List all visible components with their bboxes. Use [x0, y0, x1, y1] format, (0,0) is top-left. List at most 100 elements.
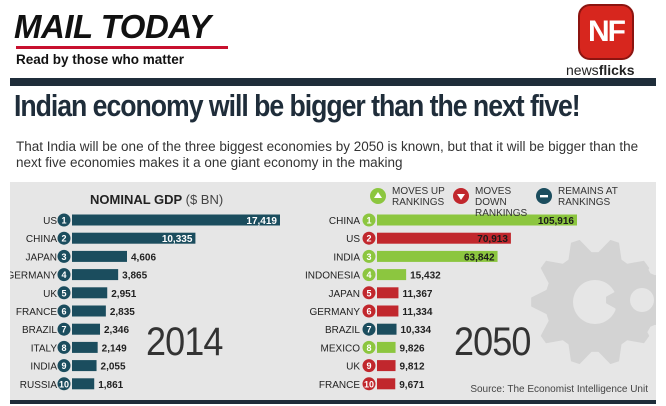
- rank-label: 4: [366, 270, 371, 280]
- year-label-2050: 2050: [454, 320, 531, 364]
- bar-indonesia: [377, 269, 407, 281]
- category-label: BRAZIL: [22, 325, 57, 336]
- gdp-title-text: NOMINAL GDP: [90, 192, 182, 207]
- category-label: CHINA: [329, 216, 360, 227]
- category-label: JAPAN: [329, 289, 361, 300]
- rank-label: 8: [61, 343, 66, 353]
- legend-moves-down: MOVES DOWN RANKINGS: [453, 186, 545, 219]
- rank-label: 7: [366, 325, 371, 335]
- value-label: 2,951: [111, 289, 136, 300]
- rank-label: 5: [366, 288, 371, 298]
- bar-india: [72, 360, 97, 372]
- legend-moves-up: MOVES UP RANKINGS: [370, 186, 462, 208]
- category-label: FRANCE: [319, 380, 360, 391]
- up-arrow-icon: [370, 188, 386, 204]
- tagline: Read by those who matter: [16, 52, 185, 67]
- rank-circle: [362, 286, 376, 300]
- value-label: 1,861: [98, 380, 123, 391]
- rank-circle: [362, 359, 376, 373]
- category-label: CHINA: [26, 234, 57, 245]
- rank-circle: [57, 231, 71, 245]
- value-label: 3,865: [122, 271, 147, 282]
- category-label: GERMANY: [10, 271, 57, 282]
- year-label-2014: 2014: [146, 320, 223, 364]
- category-label: GERMANY: [309, 307, 360, 318]
- category-label: MEXICO: [321, 343, 361, 354]
- rank-label: 3: [61, 252, 66, 262]
- rank-circle: [362, 322, 376, 336]
- category-label: INDIA: [333, 252, 360, 263]
- rank-label: 5: [61, 288, 66, 298]
- headline: Indian economy will be bigger than the n…: [14, 88, 581, 123]
- mail-today-logo: MAIL TODAY: [14, 8, 211, 45]
- brand-light: news: [566, 62, 599, 78]
- bar-france: [72, 305, 106, 317]
- rank-label: 3: [366, 252, 371, 262]
- value-label: 70,913: [477, 234, 508, 245]
- subheadline: That India will be one of the three bigg…: [16, 139, 639, 170]
- category-label: UK: [346, 362, 360, 373]
- bar-us: [72, 214, 280, 226]
- category-label: ITALY: [31, 343, 58, 354]
- rank-circle: [57, 377, 71, 391]
- legend-label: REMAINS AT RANKINGS: [558, 186, 618, 208]
- value-label: 9,671: [399, 380, 424, 391]
- value-label: 2,055: [101, 362, 126, 373]
- category-label: INDONESIA: [305, 271, 360, 282]
- bar-mexico: [377, 341, 396, 353]
- value-label: 105,916: [538, 216, 575, 227]
- rank-circle: [57, 304, 71, 318]
- rank-circle: [57, 359, 71, 373]
- bar-japan: [72, 250, 128, 262]
- gear-icon: [531, 239, 656, 365]
- rank-circle: [57, 249, 71, 263]
- value-label: 4,606: [131, 252, 156, 263]
- rank-circle: [57, 268, 71, 282]
- rank-label: 9: [366, 361, 371, 371]
- category-label: RUSSIA: [20, 380, 58, 391]
- chart-panel: US 1 17,419 CHINA 2 10,335 JAPAN 3 4,606 GERMANY 4…: [10, 182, 656, 400]
- rank-circle: [362, 268, 376, 282]
- rank-label: 4: [61, 270, 66, 280]
- category-label: JAPAN: [26, 252, 58, 263]
- rank-label: 9: [61, 361, 66, 371]
- category-label: FRANCE: [16, 307, 57, 318]
- value-label: 2,149: [102, 343, 127, 354]
- rank-label: 6: [61, 307, 66, 317]
- value-label: 10,334: [401, 325, 432, 336]
- category-label: UK: [43, 289, 57, 300]
- gdp-title: NOMINAL GDP ($ BN): [90, 192, 223, 207]
- value-label: 9,812: [400, 362, 425, 373]
- rank-circle: [362, 249, 376, 263]
- newsflicks-wordmark: newsflicks: [566, 62, 635, 78]
- bar-china: [72, 232, 196, 244]
- rank-circle: [362, 377, 376, 391]
- bar-france: [377, 378, 396, 390]
- value-label: 15,432: [410, 271, 441, 282]
- legend-remains: REMAINS AT RANKINGS: [536, 186, 628, 208]
- value-label: 17,419: [246, 216, 277, 227]
- rank-label: 1: [366, 216, 371, 226]
- dash-icon: [536, 188, 552, 204]
- legend-label: MOVES UP RANKINGS: [392, 186, 445, 208]
- rank-circle: [362, 231, 376, 245]
- category-label: US: [43, 216, 57, 227]
- brand-bold: flicks: [598, 62, 635, 78]
- bar-italy: [72, 341, 98, 353]
- rank-label: 7: [61, 325, 66, 335]
- rank-label: 1: [61, 216, 66, 226]
- gdp-unit: ($ BN): [185, 192, 224, 207]
- rank-circle: [362, 213, 376, 227]
- bar-brazil: [377, 323, 397, 335]
- rank-circle: [362, 304, 376, 318]
- bar-uk: [72, 287, 108, 299]
- bar-germany: [72, 269, 119, 281]
- newsflicks-badge-icon: NF: [578, 4, 634, 60]
- value-label: 9,826: [400, 343, 425, 354]
- down-arrow-icon: [453, 188, 469, 204]
- chart-2014: US 1 17,419 CHINA 2 10,335 JAPAN 3 4,606 GERMANY 4…: [10, 213, 280, 391]
- source-note: Source: The Economist Intelligence Unit: [470, 384, 648, 395]
- rank-circle: [57, 213, 71, 227]
- bar-uk: [377, 360, 396, 372]
- badge-text: NF: [588, 15, 626, 48]
